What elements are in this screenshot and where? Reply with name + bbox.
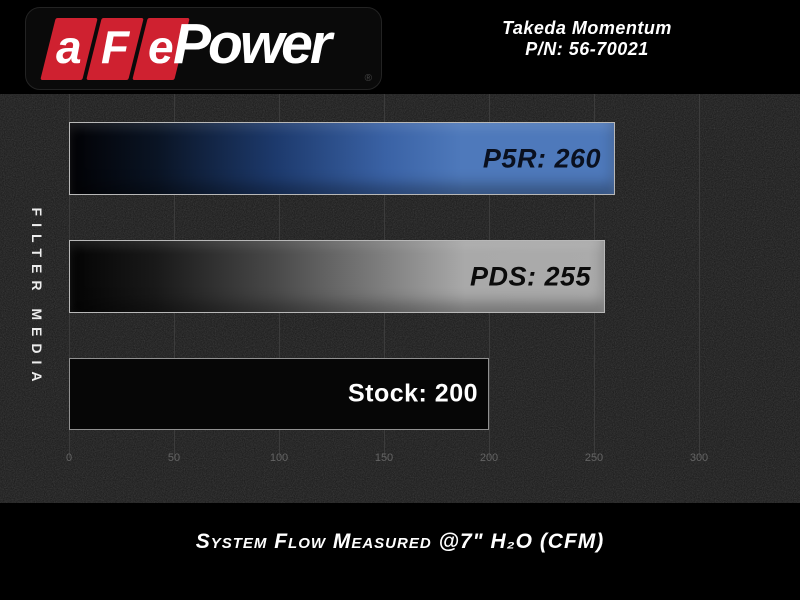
y-axis-label: FILTER MEDIA [29,207,45,389]
bar-p5r: P5R: 260 [69,122,615,195]
x-tick-label: 150 [374,452,394,464]
chart-caption: System Flow Measured @7" H₂O (CFM) [195,530,605,553]
bar-label-p5r: P5R: 260 [482,143,601,173]
product-name: Takeda Momentum [502,18,672,38]
x-tick-label: 50 [167,452,181,464]
product-info: Takeda Momentum P/N: 56-70021 [458,18,716,60]
bar-chart: P5R: 260 PDS: 255 Stock: 200 0 50 100 150 20… [0,94,800,503]
x-axis-ticks: 0 50 100 150 200 250 300 [0,94,800,503]
product-part-number: P/N: 56-70021 [525,39,649,59]
x-tick-label: 300 [689,452,709,464]
logo-wordmark: Power [173,12,332,76]
x-tick-label: 250 [584,452,604,464]
logo-letter: a [56,21,82,73]
x-tick-label: 100 [269,452,289,464]
logo-letter: F [100,21,130,73]
afe-power-logo: a F e Power ® [25,7,382,90]
footer: System Flow Measured @7" H₂O (CFM) [0,503,800,600]
bar-label-stock: Stock: 200 [347,379,478,408]
bar-pds: PDS: 255 [69,240,605,313]
x-tick-label: 200 [479,452,499,464]
bar-stock: Stock: 200 [69,358,489,430]
header: a F e Power ® Takeda Momentum P/N: 56-70… [0,0,800,94]
bar-label-pds: PDS: 255 [469,261,591,291]
registered-trademark-icon: ® [364,73,372,84]
x-tick-label: 0 [65,452,73,464]
gridline [699,94,700,458]
afe-logo-blocks: a F e [40,18,190,80]
bars: P5R: 260 PDS: 255 Stock: 200 [0,94,800,503]
logo-letter: e [148,21,174,73]
